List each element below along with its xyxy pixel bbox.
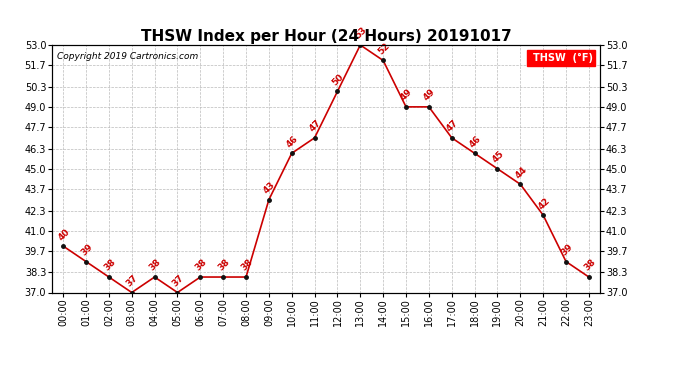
Text: 46: 46 [468,134,483,149]
Title: THSW Index per Hour (24 Hours) 20191017: THSW Index per Hour (24 Hours) 20191017 [141,29,511,44]
Text: 37: 37 [170,273,186,288]
Text: Copyright 2019 Cartronics.com: Copyright 2019 Cartronics.com [57,53,199,62]
Text: 37: 37 [125,273,140,288]
Text: 49: 49 [399,87,415,103]
Text: 53: 53 [353,26,368,41]
Text: 38: 38 [582,258,597,273]
Text: 40: 40 [56,227,72,242]
Text: 46: 46 [285,134,300,149]
Text: 43: 43 [262,180,277,195]
Legend: THSW  (°F): THSW (°F) [526,50,595,66]
Text: 39: 39 [559,242,574,257]
Text: 52: 52 [376,41,391,56]
Text: 50: 50 [331,72,346,87]
Text: 38: 38 [193,258,208,273]
Text: 38: 38 [239,258,255,273]
Text: 39: 39 [79,242,95,257]
Text: 42: 42 [536,196,551,211]
Text: 45: 45 [491,149,506,165]
Text: 49: 49 [422,87,437,103]
Text: 38: 38 [216,258,231,273]
Text: 38: 38 [102,258,117,273]
Text: 38: 38 [148,258,163,273]
Text: 47: 47 [308,118,323,134]
Text: 47: 47 [445,118,460,134]
Text: 44: 44 [513,165,529,180]
